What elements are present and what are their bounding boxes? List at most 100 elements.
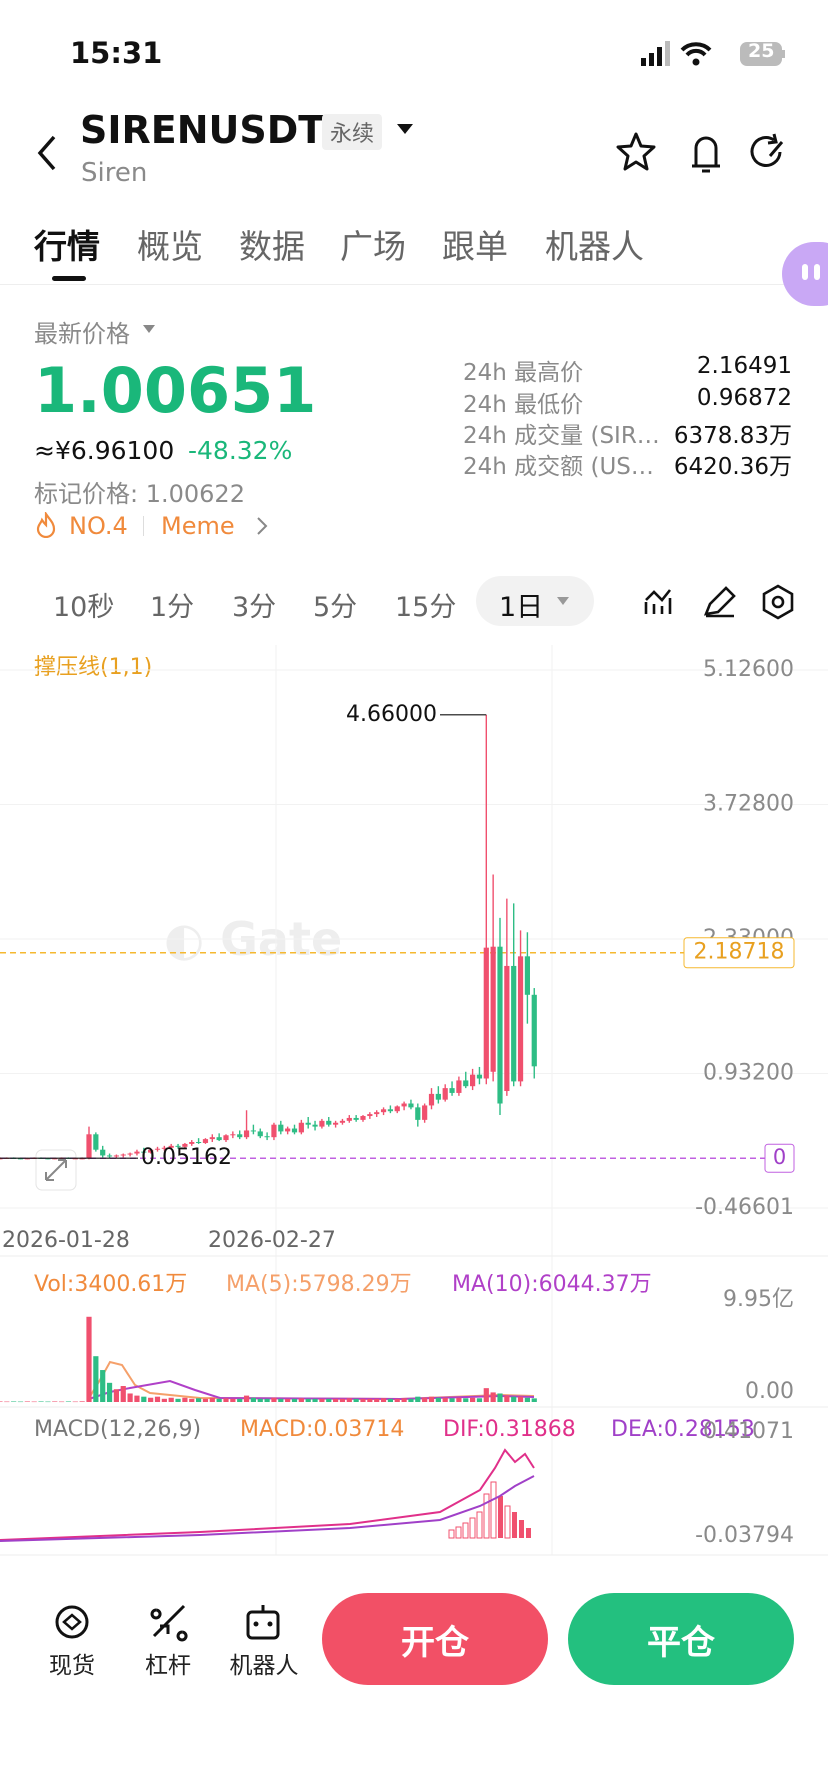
volume-bar <box>497 1393 503 1402</box>
vol-label: Vol:3400.61万 <box>34 1272 187 1297</box>
interval[interactable]: 1分 <box>150 592 195 623</box>
stat-value: 6378.83万 <box>673 423 792 449</box>
volume-bar <box>72 1401 78 1403</box>
assistant-bubble[interactable] <box>782 242 828 306</box>
interval[interactable]: 15分 <box>395 592 457 623</box>
nav-item[interactable]: 杠杆 <box>145 1653 191 1679</box>
candle-body <box>202 1139 209 1143</box>
rank[interactable]: NO.4 <box>69 512 128 540</box>
zero-label: 0 <box>773 1145 786 1169</box>
volume-bar <box>134 1395 140 1402</box>
candle-body <box>148 1149 154 1153</box>
volume-bar <box>202 1398 209 1402</box>
tab[interactable]: 机器人 <box>545 227 644 266</box>
candle-body <box>517 956 524 1082</box>
dea-line <box>0 1475 535 1542</box>
candle-body <box>264 1136 270 1138</box>
close-button[interactable]: 平仓 <box>568 1593 794 1685</box>
stat-label: 24h 最高价 <box>463 360 584 386</box>
price-label[interactable]: 最新价格 <box>34 320 130 348</box>
separator <box>143 516 144 536</box>
volume-bar <box>148 1397 154 1402</box>
candle-body <box>45 1158 51 1160</box>
candle-body <box>223 1135 229 1141</box>
chart-tools[interactable] <box>642 584 802 620</box>
dropdown-icon[interactable] <box>556 596 570 606</box>
interval[interactable]: 3分 <box>232 592 277 623</box>
volume-bar <box>120 1386 126 1402</box>
candle-body <box>175 1145 181 1147</box>
volume-bar <box>394 1398 400 1402</box>
interval[interactable]: 10秒 <box>53 592 115 623</box>
volume-bar <box>52 1401 58 1402</box>
last-price: 1.00651 <box>34 354 317 427</box>
volume-bar <box>428 1396 435 1402</box>
interval[interactable]: 1日 <box>499 592 544 623</box>
candle-body <box>463 1080 469 1087</box>
volume-bar <box>442 1397 448 1402</box>
stat-value: 6420.36万 <box>673 454 792 480</box>
header-actions[interactable] <box>612 130 792 174</box>
tab[interactable]: 数据 <box>239 227 305 266</box>
candle-body <box>511 965 517 1082</box>
volume-bar <box>230 1398 236 1402</box>
divider <box>0 284 828 285</box>
volume-bar <box>17 1401 24 1403</box>
dif-line <box>0 1448 535 1541</box>
fire-icon <box>36 512 56 538</box>
nav-icons[interactable] <box>52 1602 292 1642</box>
open-button[interactable]: 开仓 <box>322 1593 548 1685</box>
interval[interactable]: 5分 <box>313 592 358 623</box>
tab[interactable]: 跟单 <box>442 227 508 266</box>
candle-body <box>182 1143 188 1147</box>
fullscreen-icon[interactable] <box>45 1159 67 1181</box>
candle-body <box>243 1130 250 1138</box>
zero-box <box>764 1143 795 1173</box>
volume-bar <box>243 1395 250 1402</box>
volume-bar <box>168 1397 174 1402</box>
dropdown-icon[interactable] <box>396 122 414 136</box>
volume-bar <box>86 1316 92 1402</box>
nav-item[interactable]: 现货 <box>49 1653 95 1679</box>
dropdown-icon[interactable] <box>142 324 156 334</box>
back-button[interactable] <box>34 133 60 173</box>
tab[interactable]: 概览 <box>137 227 203 266</box>
volume-bar <box>11 1401 17 1402</box>
candle-body <box>476 1074 483 1079</box>
volume-bar <box>504 1395 510 1402</box>
contract-tag[interactable]: 永续 <box>322 114 383 150</box>
interval-selected[interactable] <box>476 576 594 626</box>
volume-bar <box>326 1398 332 1402</box>
volume-bar <box>380 1398 387 1402</box>
nav-item[interactable]: 机器人 <box>229 1653 299 1679</box>
ma10-line <box>88 1379 535 1401</box>
dea-value: DEA:0.28153 <box>611 1417 755 1442</box>
volume-bar <box>182 1397 188 1402</box>
meme-tag[interactable]: Meme <box>161 512 235 540</box>
volume-bar <box>59 1401 65 1403</box>
volume-bar <box>65 1401 72 1402</box>
volume-bar <box>483 1388 489 1402</box>
candle-body <box>278 1124 284 1132</box>
candle-body <box>24 1158 30 1160</box>
volume-bar <box>154 1396 161 1402</box>
candle-body <box>209 1137 215 1140</box>
y-tick-label: -0.46601 <box>695 1195 794 1220</box>
candle-body <box>120 1154 126 1156</box>
tab[interactable]: 行情 <box>34 227 100 266</box>
candle-body <box>380 1109 387 1113</box>
volume-bar <box>141 1396 147 1402</box>
chevron[interactable] <box>256 516 268 536</box>
candle-body <box>305 1122 311 1125</box>
date-label: 2026-02-27 <box>208 1228 336 1253</box>
candle-body <box>394 1106 400 1112</box>
change-percent: -48.32% <box>188 436 293 465</box>
volume-bar <box>38 1401 44 1402</box>
candle-body <box>449 1088 455 1093</box>
high-label: 4.66000 <box>346 702 437 727</box>
battery-level: 25 <box>748 40 775 62</box>
volume-bar <box>285 1398 291 1402</box>
tab-indicator <box>52 276 86 281</box>
tab[interactable]: 广场 <box>340 227 406 266</box>
